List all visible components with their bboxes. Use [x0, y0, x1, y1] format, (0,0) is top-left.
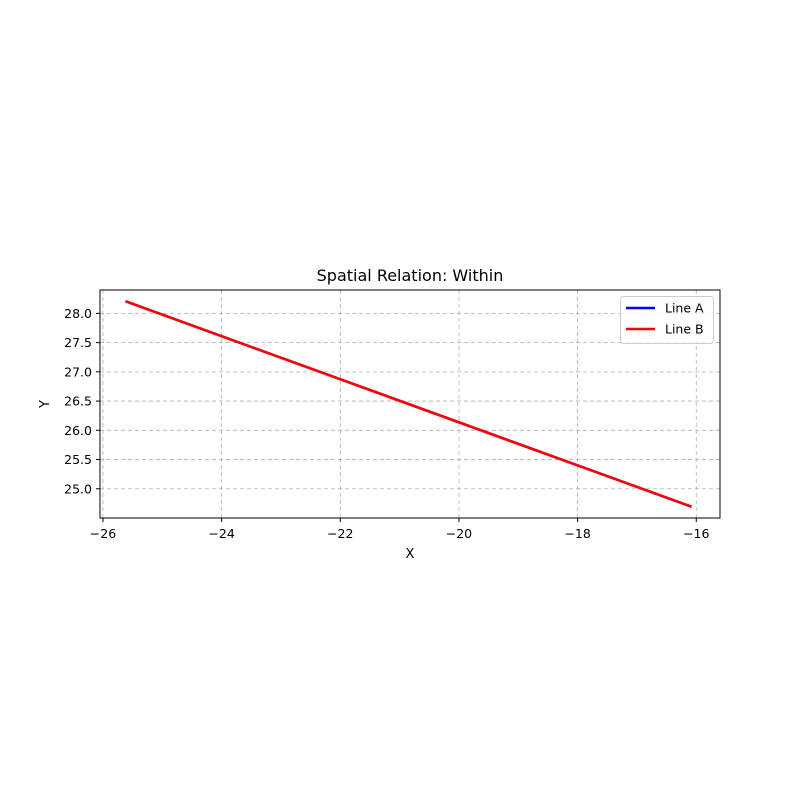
- plot-frame: [99, 289, 721, 519]
- plot-lines: [125, 300, 692, 508]
- x-tick-label: −26: [90, 526, 116, 541]
- y-tick-label: 26.0: [64, 423, 92, 438]
- chart-title: Spatial Relation: Within: [317, 266, 504, 285]
- y-axis-label: Y: [38, 400, 53, 409]
- y-tick-label: 25.5: [64, 452, 92, 467]
- grid: [100, 290, 720, 518]
- x-axis-label: X: [406, 547, 415, 562]
- y-tick-label: 27.0: [64, 364, 92, 379]
- y-tick-label: 26.5: [64, 394, 92, 409]
- x-tick-label: −22: [327, 526, 353, 541]
- x-tick-label: −24: [208, 526, 234, 541]
- legend-label-line-a: Line A: [665, 301, 704, 316]
- y-tick-label: 28.0: [64, 306, 92, 321]
- legend-label-line-b: Line B: [665, 322, 704, 337]
- legend: Line A Line B: [620, 296, 714, 344]
- x-tick-label: −16: [683, 526, 709, 541]
- y-tick-label: 25.0: [64, 481, 92, 496]
- x-tick-label: −20: [446, 526, 472, 541]
- series-line-b: [125, 300, 692, 508]
- y-tick-label: 27.5: [64, 335, 92, 350]
- x-tick-label: −18: [564, 526, 590, 541]
- axis-ticks: −26 −24 −22 −20 −18 −16 25.0 25.5 26.0 26.5 27.0 27…: [64, 306, 709, 541]
